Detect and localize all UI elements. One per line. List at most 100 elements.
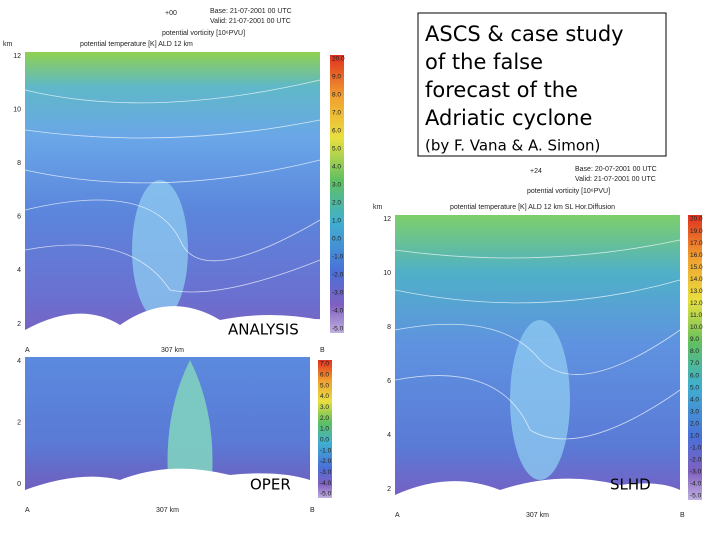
colorbar-label: 7.0 (332, 110, 341, 117)
panel-label: SLHD (610, 476, 651, 494)
colorbar (330, 55, 344, 333)
valid: Valid: 21-07-2001 00 UTC (575, 176, 656, 183)
end-label: B (310, 507, 315, 514)
colorbar-label: 13.0 (690, 288, 703, 295)
y-tick-label: 12 (13, 53, 21, 60)
colorbar-label: -4.0 (332, 308, 344, 315)
colorbar-label: 12.0 (690, 300, 703, 307)
step: +00 (165, 10, 177, 17)
colorbar-label: 11.0 (690, 312, 703, 319)
y-tick-label: 6 (387, 378, 391, 385)
start-label: A (25, 347, 30, 354)
subtitle: (by F. Vana & A. Simon) (425, 137, 600, 155)
valid: Valid: 21-07-2001 00 UTC (210, 18, 291, 25)
colorbar-label: 7.0 (690, 360, 699, 367)
colorbar-label: 5.0 (332, 146, 341, 153)
colorbar-label: -5.0 (332, 326, 344, 333)
distance: 307 km (156, 507, 179, 514)
title-line: Adriatic cyclone (425, 106, 592, 130)
colorbar-label: -1.0 (332, 254, 344, 261)
colorbar-label: -4.0 (690, 481, 702, 488)
title-box (417, 12, 667, 157)
legend: potential vorticity [10⁶PVU] (527, 188, 610, 195)
colorbar-label: 14.0 (690, 276, 703, 283)
colorbar-label: 5.0 (320, 382, 329, 389)
y-tick-label: 2 (17, 419, 21, 426)
colorbar-label: 2.0 (332, 200, 341, 207)
colorbar-label: -4.0 (320, 480, 332, 487)
y-tick-label: 10 (13, 106, 21, 113)
colorbar-label: 5.0 (690, 384, 699, 391)
y-tick-label: 4 (17, 358, 21, 365)
y-tick-label: 8 (17, 160, 21, 167)
title-line: of the false (425, 50, 543, 74)
colorbar-label: 0.0 (320, 437, 329, 444)
colorbar-label: -3.0 (690, 469, 702, 476)
colorbar-label: -1.0 (690, 445, 702, 452)
base: Base: 21-07-2001 00 UTC (210, 8, 292, 15)
label-box (226, 319, 322, 341)
colorbar-label: -3.0 (320, 469, 332, 476)
colorbar (318, 360, 332, 498)
colorbar-label: 20.0 (690, 216, 703, 223)
step: +24 (530, 168, 542, 175)
colorbar-label: 4.0 (690, 396, 699, 403)
y-tick-label: 2 (17, 321, 21, 328)
colorbar-label: 9.0 (332, 74, 341, 81)
y-tick-label: 10 (383, 270, 391, 277)
colorbar (688, 215, 702, 500)
y-tick-label: 2 (387, 486, 391, 493)
colorbar-label: -5.0 (320, 491, 332, 498)
y-tick-label: 4 (387, 432, 391, 439)
terrain (25, 468, 310, 500)
colorbar-label: 17.0 (690, 240, 703, 247)
y-tick-label: 4 (17, 267, 21, 274)
end-label: B (320, 347, 325, 354)
start-label: A (25, 507, 30, 514)
terrain (395, 478, 680, 505)
legend: potential vorticity [10⁶PVU] (162, 30, 245, 37)
pv-anomaly (510, 320, 570, 480)
colorbar-label: 8.0 (690, 348, 699, 355)
colorbar-label: 2.0 (690, 420, 699, 427)
pv-anomaly (132, 180, 188, 320)
panel-label: OPER (250, 476, 291, 494)
unit: km (3, 41, 13, 48)
pv-tower (167, 360, 213, 500)
colorbar-label: 19.0 (690, 228, 703, 235)
colorbar-label: 10.0 (690, 324, 703, 331)
unit: km (373, 204, 383, 211)
colorbar-label: -3.0 (332, 290, 344, 297)
axis-title: potential temperature [K] ALD 12 km (80, 41, 193, 48)
distance: 307 km (161, 347, 184, 354)
colorbar-label: 4.0 (320, 393, 329, 400)
start-label: A (395, 512, 400, 519)
colorbar-label: 2.0 (320, 415, 329, 422)
colorbar-label: 6.0 (320, 372, 329, 379)
colorbar-label: 1.0 (690, 433, 699, 440)
base: Base: 20-07-2001 00 UTC (575, 166, 657, 173)
colorbar-label: 8.0 (332, 92, 341, 99)
colorbar-label: 20.0 (332, 56, 345, 63)
contours (394, 239, 681, 440)
colorbar-label: -5.0 (690, 493, 702, 500)
colorbar-label: 15.0 (690, 264, 703, 271)
colorbar-label: 4.0 (332, 164, 341, 171)
distance: 307 km (526, 512, 549, 519)
colorbar-label: 7.0 (320, 361, 329, 368)
colorbar-label: 0.0 (332, 236, 341, 243)
title-line: forecast of the (425, 78, 578, 102)
y-tick-label: 8 (387, 324, 391, 331)
colorbar-label: 3.0 (690, 408, 699, 415)
y-tick-label: 12 (383, 216, 391, 223)
colorbar-label: 1.0 (320, 426, 329, 433)
colorbar-label: 3.0 (320, 404, 329, 411)
contours (24, 79, 321, 293)
colorbar-label: -1.0 (320, 447, 332, 454)
colorbar-label: 1.0 (332, 218, 341, 225)
colorbar-label: -2.0 (320, 458, 332, 465)
y-tick-label: 6 (17, 214, 21, 221)
colorbar-label: 6.0 (690, 372, 699, 379)
colorbar-label: -2.0 (690, 457, 702, 464)
